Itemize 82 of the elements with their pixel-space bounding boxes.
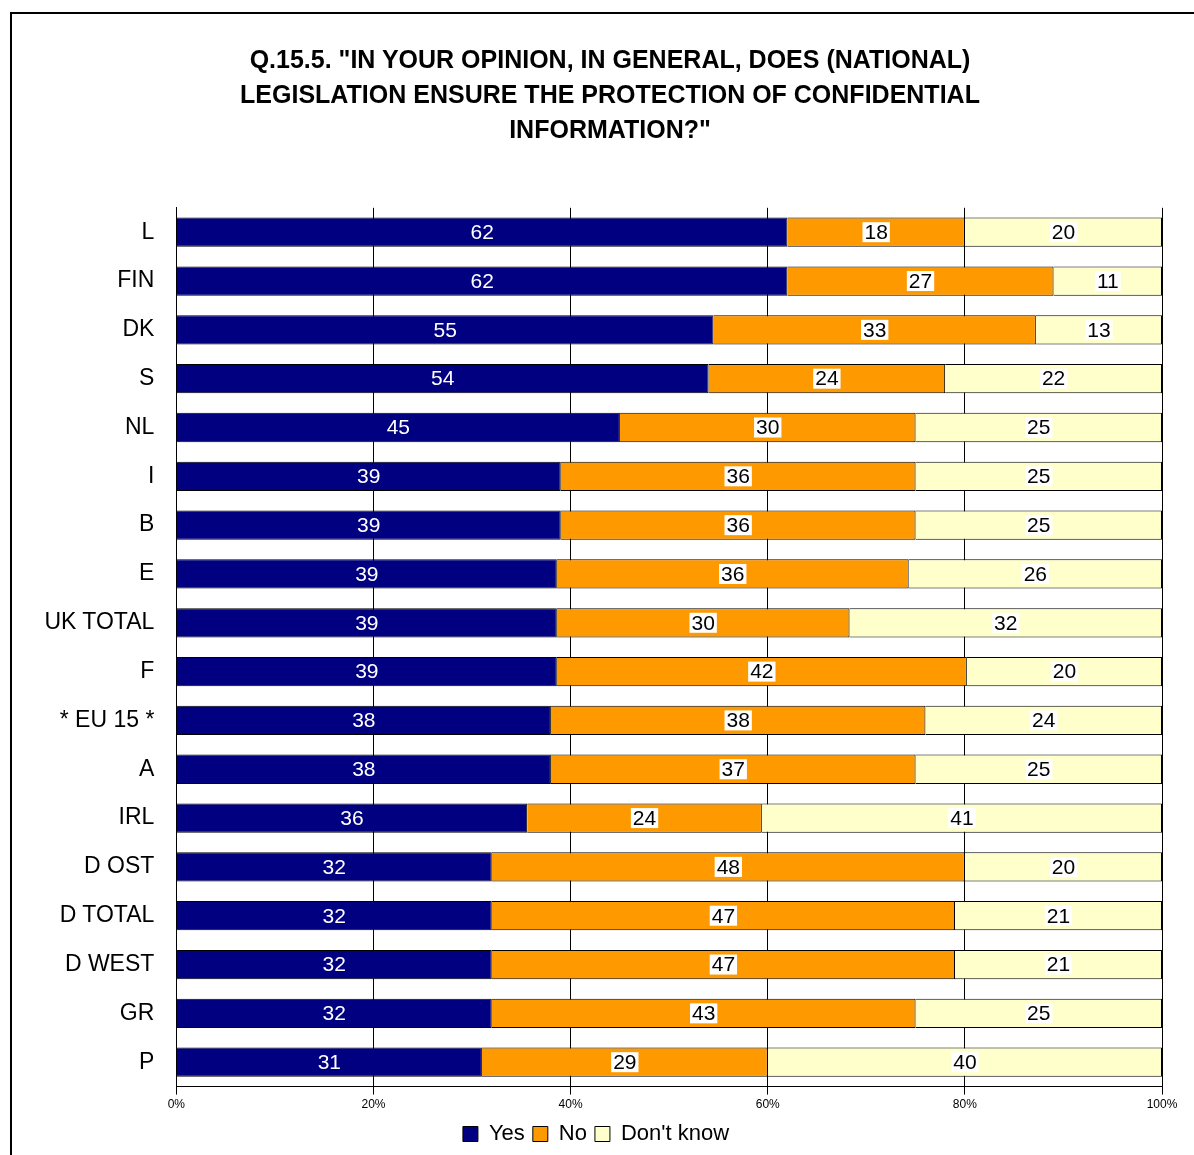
data-label: 31: [317, 1049, 342, 1073]
data-label: 36: [340, 805, 364, 829]
data-label: 24: [632, 805, 657, 829]
data-label: 20: [1051, 220, 1076, 244]
data-label: 41: [950, 805, 974, 829]
data-label: 55: [433, 317, 457, 341]
x-tick-label: 20%: [361, 1097, 386, 1112]
data-label: 32: [322, 952, 346, 976]
y-tick-label: FIN: [117, 266, 155, 293]
data-label: 36: [721, 561, 745, 585]
y-tick-label: E: [139, 559, 155, 586]
y-tick-label: B: [139, 510, 155, 537]
data-label: 27: [908, 268, 933, 292]
data-label: 62: [470, 220, 494, 244]
data-label: 25: [1027, 757, 1051, 781]
data-label: 39: [355, 659, 379, 683]
data-label: 24: [815, 366, 839, 390]
data-label: 62: [470, 268, 494, 292]
data-label: 29: [613, 1049, 637, 1073]
data-label: 36: [726, 512, 750, 536]
data-label: 47: [711, 903, 736, 927]
data-label: 32: [322, 903, 346, 927]
x-tick-label: 100%: [1146, 1097, 1178, 1112]
y-tick-label: IRL: [118, 803, 155, 830]
data-label: 36: [726, 464, 750, 488]
data-label: 40: [953, 1049, 977, 1073]
data-label: 22: [1041, 366, 1066, 390]
y-tick-label: L: [141, 217, 155, 244]
data-label: 37: [721, 757, 745, 781]
data-label: 45: [386, 415, 411, 439]
y-tick-label: NL: [124, 412, 155, 439]
data-label: 47: [711, 952, 736, 976]
data-label: 39: [357, 512, 381, 536]
data-label: 32: [322, 854, 346, 878]
data-label: 39: [357, 464, 381, 488]
data-label: 30: [756, 415, 780, 439]
y-tick-label: I: [147, 461, 155, 488]
data-label: 33: [863, 317, 887, 341]
data-label: 42: [750, 659, 774, 683]
data-label: 38: [726, 708, 750, 732]
x-tick-label: 40%: [558, 1097, 583, 1112]
y-tick-label: S: [139, 364, 155, 391]
data-label: 24: [1032, 708, 1056, 732]
x-tick-label: 0%: [167, 1097, 186, 1112]
legend-label: Yes: [488, 1120, 525, 1146]
data-label: 38: [352, 708, 376, 732]
data-label: 25: [1027, 1001, 1051, 1025]
data-label: 11: [1096, 268, 1119, 292]
data-label: 13: [1087, 317, 1111, 341]
data-label: 25: [1027, 464, 1051, 488]
y-tick-label: UK TOTAL: [44, 608, 155, 635]
data-label: 21: [1046, 952, 1071, 976]
y-tick-label: D TOTAL: [59, 901, 155, 928]
y-tick-label: P: [139, 1047, 155, 1074]
data-label: 25: [1027, 512, 1051, 536]
y-tick-label: A: [139, 754, 155, 781]
data-label: 39: [355, 561, 379, 585]
y-tick-label: DK: [122, 315, 155, 342]
y-tick-label: GR: [119, 998, 155, 1025]
y-tick-label: F: [140, 656, 155, 683]
y-tick-label: D OST: [84, 852, 155, 879]
data-label: 20: [1051, 854, 1076, 878]
y-tick-label: * EU 15 *: [59, 705, 155, 732]
data-label: 43: [691, 1001, 716, 1025]
data-label: 21: [1046, 903, 1071, 927]
data-label: 39: [355, 610, 379, 634]
chart-title: Q.15.5. "IN YOUR OPINION, IN GENERAL, DOES (NATIONAL) LEGISLATION ENSURE THE PROTECTION OF CONFIDENTIAL INFORMATION?": [239, 44, 981, 145]
legend-label: No: [558, 1120, 587, 1146]
data-label: 48: [716, 854, 740, 878]
legend-label: Don't know: [620, 1120, 730, 1146]
data-label: 30: [691, 610, 715, 634]
data-label: 25: [1027, 415, 1051, 439]
x-tick-label: 60%: [755, 1097, 781, 1112]
data-label: 20: [1052, 659, 1077, 683]
data-label: 18: [864, 220, 888, 244]
data-label: 32: [322, 1001, 346, 1025]
x-tick-label: 80%: [952, 1097, 978, 1112]
data-label: 54: [431, 366, 455, 390]
data-label: 26: [1023, 561, 1048, 585]
data-label: 38: [352, 757, 376, 781]
data-label: 32: [994, 610, 1018, 634]
y-tick-label: D WEST: [64, 949, 155, 976]
